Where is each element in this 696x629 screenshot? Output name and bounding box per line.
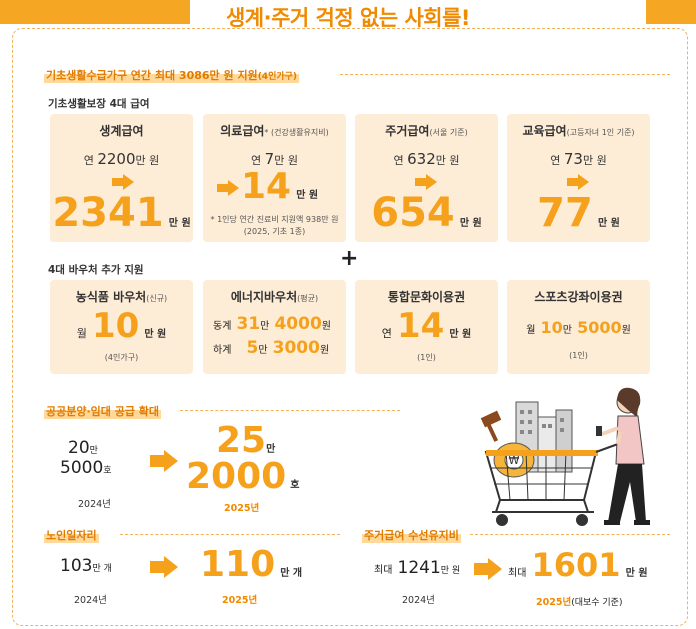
arrow-right-icon	[150, 556, 178, 578]
arrow-right-icon	[415, 174, 437, 190]
section2-before-year: 2024년	[78, 499, 111, 510]
section3-divider	[120, 534, 340, 535]
card-before-value: 연 7만 원	[251, 150, 298, 168]
card-footnote-year: (2025, 기초 1종)	[243, 227, 306, 236]
card-livelihood-benefit: 생계급여 연 2200만 원 2341 만 원	[50, 114, 193, 242]
energy-winter-row: 동계 31만 4000원	[213, 314, 331, 334]
card-name: 생계급여	[99, 124, 144, 138]
section3-before-value: 103만 개	[60, 556, 112, 576]
section4-after-year: 2025년(대보수 기준)	[536, 597, 623, 608]
card-agrifood-voucher: 농식품 바우처(신규) 월 10 만 원 (4인가구)	[50, 280, 193, 374]
card-culture-voucher: 통합문화이용권 연 14 만 원 (1인)	[355, 280, 498, 374]
section2-after-year: 2025년	[224, 503, 260, 514]
section2-after-line2: 2000 호	[186, 456, 300, 497]
card-after-value: 77 만 원	[537, 190, 620, 236]
section4-after-value: 최대 1601 만 원	[508, 546, 648, 584]
card-name: 의료급여* (건강생활유지비)	[220, 124, 329, 138]
card-sports-voucher: 스포츠강좌이용권 월 10만 5000원 (1인)	[507, 280, 650, 374]
card-value: 연 14 만 원	[381, 306, 472, 346]
svg-text:₩: ₩	[509, 454, 520, 467]
card-name: 통합문화이용권	[387, 290, 466, 304]
arrow-right-icon	[112, 174, 134, 190]
card-after-value: 2341 만 원	[52, 190, 191, 236]
card-name: 농식품 바우처(신규)	[75, 290, 168, 304]
card-note: (1인)	[569, 351, 588, 360]
card-name: 교육급여(고등자녀 1인 기준)	[522, 124, 635, 138]
section2-after-line1: 25만	[216, 420, 276, 461]
card-name: 주거급여(서울 기준)	[385, 124, 468, 138]
card-housing-benefit: 주거급여(서울 기준) 연 632만 원 654 만 원	[355, 114, 498, 242]
section2-before-line1: 20만	[68, 438, 98, 458]
card-footnote: * 1인당 연간 진료비 지원액 938만 원	[210, 215, 339, 224]
section3-before-year: 2024년	[74, 595, 107, 606]
page-title: 생계·주거 걱정 없는 사회를!	[225, 6, 471, 30]
section1-subheading-benefits: 기초생활보장 4대 급여	[48, 98, 150, 110]
card-name: 에너지바우처(평균)	[230, 290, 319, 304]
card-before-value: 연 2200만 원	[83, 150, 160, 168]
card-note: (4인가구)	[104, 353, 139, 362]
card-education-benefit: 교육급여(고등자녀 1인 기준) 연 73만 원 77 만 원	[507, 114, 650, 242]
card-before-value: 연 73만 원	[550, 150, 607, 168]
title-bar-left-accent	[0, 0, 190, 24]
card-value: 월 10만 5000원	[526, 318, 631, 337]
woman-pushing-shopping-cart-illustration: ₩	[480, 387, 650, 526]
card-name: 스포츠강좌이용권	[534, 290, 623, 304]
card-medical-benefit: 의료급여* (건강생활유지비) 연 7만 원 14 만 원 * 1인당 연간 진…	[203, 114, 346, 242]
arrow-right-icon	[150, 450, 178, 472]
section4-before-value: 최대 1241만 원	[374, 558, 461, 578]
section1-heading: 기초생활수급가구 연간 최대 3086만 원 지원(4인가구)	[44, 64, 300, 83]
arrow-right-icon	[567, 174, 589, 190]
energy-summer-row: 하계 5만 3000원	[213, 338, 330, 358]
section3-after-value: 110 만 개	[200, 544, 303, 585]
section4-divider	[470, 534, 670, 535]
section1-subheading-vouchers: 4대 바우처 추가 지원	[48, 264, 144, 276]
section4-before-year: 2024년	[402, 595, 435, 606]
section1-heading-text: 기초생활수급가구 연간 최대 3086만 원 지원	[46, 69, 258, 82]
card-value: 월 10 만 원	[76, 306, 167, 346]
section4-heading: 주거급여 수선유지비	[362, 527, 461, 543]
card-energy-voucher: 에너지바우처(평균) 동계 31만 4000원 하계 5만 3000원	[203, 280, 346, 374]
card-before-value: 연 632만 원	[393, 150, 460, 168]
card-after-value: 14 만 원	[241, 166, 319, 207]
plus-icon: +	[340, 246, 359, 271]
section1-divider	[340, 74, 670, 75]
card-after-value: 654 만 원	[371, 190, 482, 236]
section1-heading-note: (4인가구)	[257, 72, 298, 82]
section2-heading: 공공분양·임대 공급 확대	[44, 403, 162, 419]
section3-heading: 노인일자리	[44, 527, 99, 543]
section2-before-line2: 5000호	[60, 458, 112, 478]
title-bar-right-accent	[646, 0, 696, 24]
arrow-right-icon	[217, 180, 239, 196]
card-note: (1인)	[417, 353, 436, 362]
section3-after-year: 2025년	[222, 595, 258, 606]
arrow-right-icon	[474, 558, 502, 580]
section2-divider	[180, 410, 400, 411]
